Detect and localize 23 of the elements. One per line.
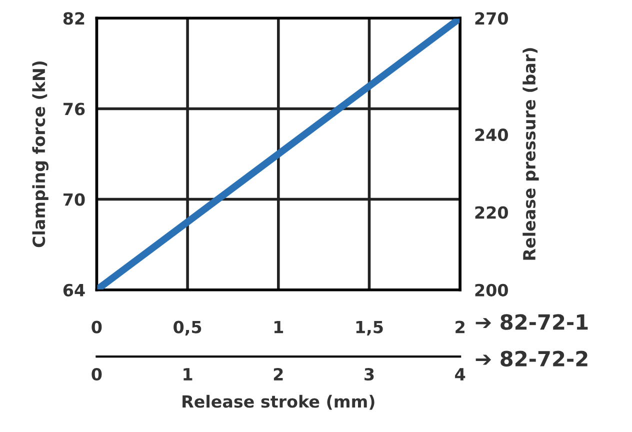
text: ➔ 82-72-2 (476, 350, 588, 367)
x2-tick-label: 1 (184, 368, 192, 380)
x-tick-label: 2 (456, 320, 464, 334)
x-tick-label: 0,5 (174, 320, 202, 336)
y2-tick-label: 220 (475, 206, 508, 219)
x-axis-title: Release stroke (mm) (182, 394, 374, 410)
y-tick-label: 82 (63, 12, 84, 25)
y2-tick-label: 270 (475, 12, 508, 25)
y-tick-label: 76 (64, 102, 85, 116)
y2-tick-label: 200 (475, 284, 508, 296)
y-tick-label: 70 (64, 193, 85, 206)
x2-tick-label: 2 (274, 368, 283, 380)
y2-axis-title: Release pressure (bar) (522, 48, 539, 260)
x2-tick-label: 3 (364, 368, 374, 381)
y2-tick-label: 240 (475, 128, 508, 142)
y-axis-title: Clamping force (kN) (32, 61, 49, 248)
y-tick-label: 64 (63, 284, 85, 296)
x2-tick-label: 0 (92, 368, 102, 381)
x2-tick-label: 4 (455, 368, 466, 380)
x-tick-label: 1,5 (356, 320, 383, 336)
x-tick-label: 1 (274, 320, 284, 334)
text: ➔ 82-72-1 (476, 314, 588, 330)
x-tick-label: 0 (92, 320, 102, 334)
